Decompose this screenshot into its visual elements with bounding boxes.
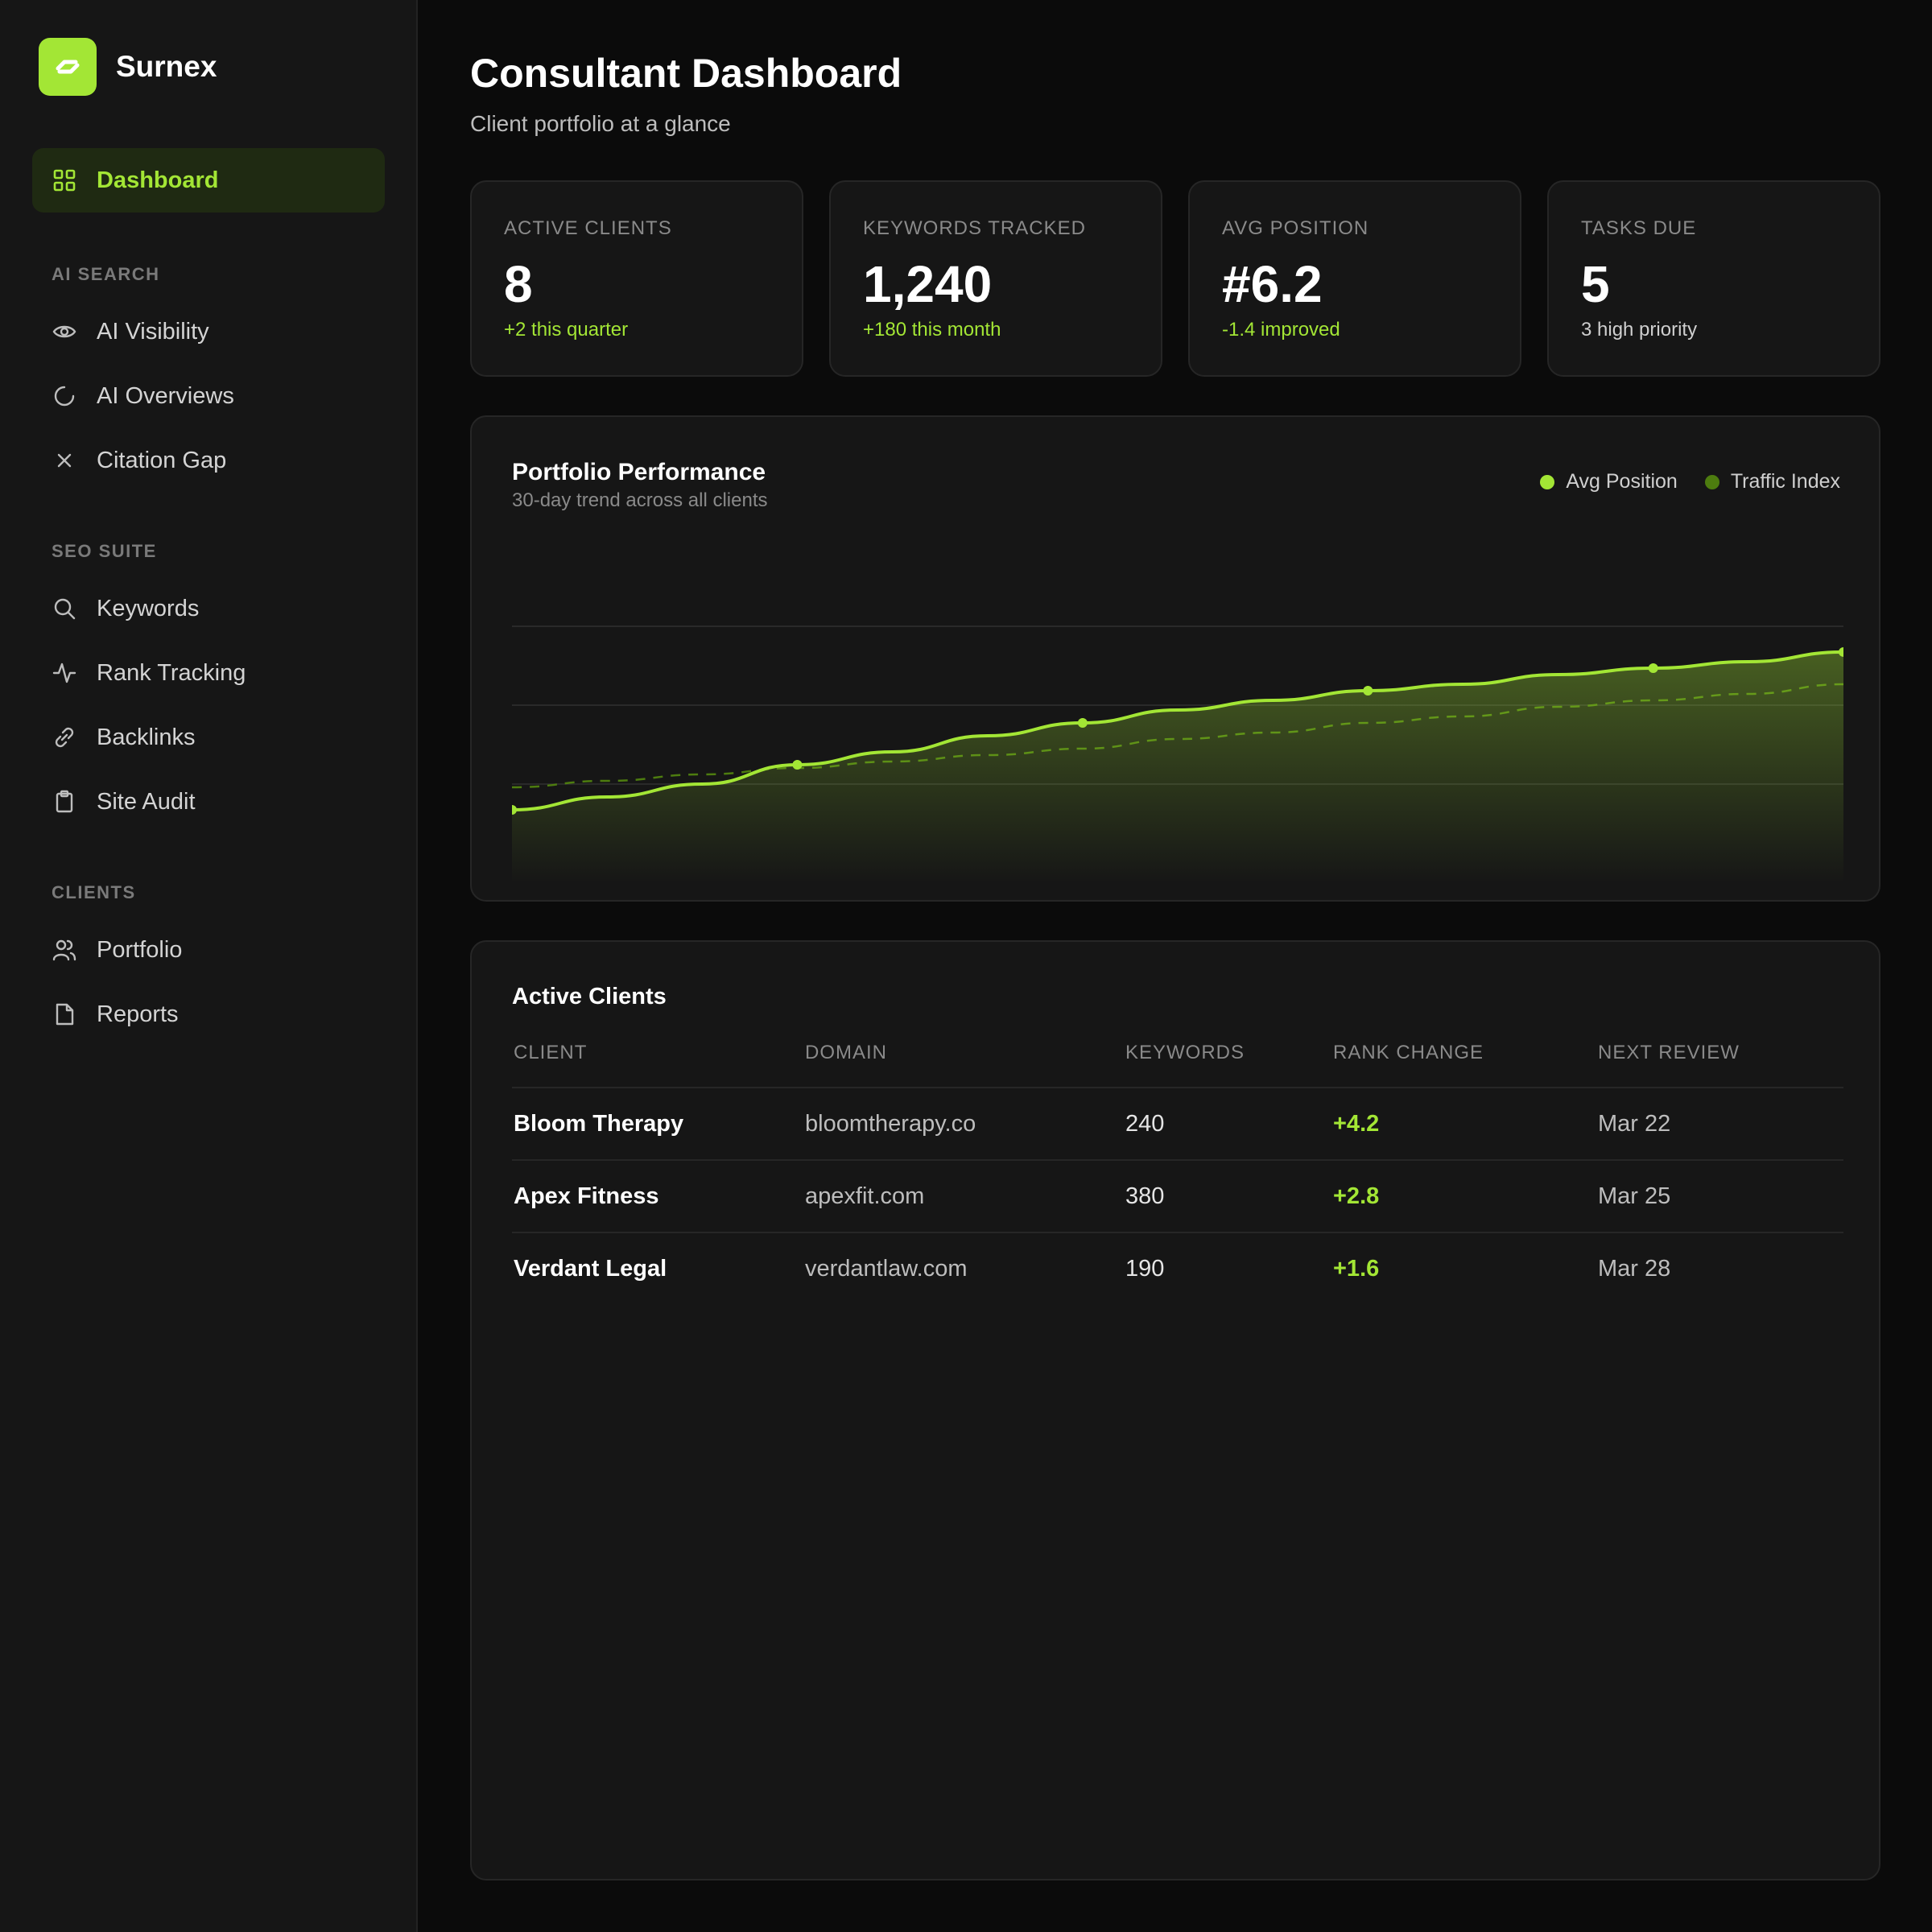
stat-note: 3 high priority <box>1581 319 1698 341</box>
table-row[interactable]: Apex Fitness apexfit.com 380 +2.8 Mar 25 <box>512 1159 1843 1232</box>
cell-keywords: 190 <box>1125 1256 1165 1282</box>
data-point[interactable] <box>1077 718 1088 728</box>
legend-dot <box>1540 474 1555 489</box>
stat-note: +180 this month <box>863 319 1001 341</box>
sidebar: Surnex Dashboard AI SEARCH AI Visibility… <box>0 0 418 1932</box>
stat-note: -1.4 improved <box>1222 319 1340 341</box>
series-area-avg-position <box>512 652 1843 884</box>
sidebar-item-portfolio[interactable]: Portfolio <box>52 931 182 969</box>
sidebar-item-label: Portfolio <box>97 936 183 963</box>
stat-card-active-clients[interactable]: ACTIVE CLIENTS 8 +2 this quarter <box>470 180 803 377</box>
table-row[interactable]: Bloom Therapy bloomtherapy.co 240 +4.2 M… <box>512 1087 1843 1159</box>
cell-client: Apex Fitness <box>514 1183 659 1209</box>
stat-value: #6.2 <box>1222 255 1323 313</box>
sidebar-item-label: Citation Gap <box>97 447 227 473</box>
sidebar-item-label: Keywords <box>97 595 200 621</box>
chart-title: Portfolio Performance <box>512 459 766 485</box>
cell-next-review: Mar 25 <box>1598 1183 1671 1209</box>
section-title-ai-search: AI SEARCH <box>52 264 160 284</box>
sidebar-item-label: AI Overviews <box>97 382 234 409</box>
cell-client: Bloom Therapy <box>514 1111 684 1137</box>
cell-client: Verdant Legal <box>514 1256 667 1282</box>
brand[interactable]: Surnex <box>39 38 217 96</box>
sidebar-item-ai-visibility[interactable]: AI Visibility <box>52 312 209 351</box>
legend-dot <box>1704 474 1719 489</box>
sidebar-item-citation-gap[interactable]: Citation Gap <box>52 441 226 480</box>
active-clients-card: Active Clients CLIENT DOMAIN KEYWORDS RA… <box>470 940 1880 1880</box>
cell-next-review: Mar 28 <box>1598 1256 1671 1282</box>
sidebar-item-label: AI Visibility <box>97 318 209 345</box>
portfolio-performance-card: Portfolio Performance 30-day trend acros… <box>470 415 1880 902</box>
cell-domain: apexfit.com <box>805 1183 925 1209</box>
stat-value: 8 <box>504 255 533 313</box>
sidebar-item-reports[interactable]: Reports <box>52 995 179 1034</box>
search-icon <box>52 596 77 621</box>
cell-domain: verdantlaw.com <box>805 1256 968 1282</box>
data-point[interactable] <box>512 805 517 815</box>
chart-subtitle: 30-day trend across all clients <box>512 489 768 511</box>
sidebar-item-label: Reports <box>97 1001 179 1027</box>
activity-icon <box>52 660 77 686</box>
file-icon <box>52 1001 77 1027</box>
users-icon <box>52 937 77 963</box>
cell-domain: bloomtherapy.co <box>805 1111 976 1137</box>
data-point[interactable] <box>1648 663 1658 673</box>
logo-icon <box>39 38 97 96</box>
grid-icon <box>52 167 77 193</box>
sidebar-item-label: Site Audit <box>97 788 196 815</box>
stat-label: ACTIVE CLIENTS <box>504 217 672 239</box>
legend-item-traffic-index[interactable]: Traffic Index <box>1704 470 1840 493</box>
cell-rank-change: +1.6 <box>1333 1256 1380 1282</box>
sidebar-item-ai-overviews[interactable]: AI Overviews <box>52 377 234 415</box>
stat-value: 5 <box>1581 255 1610 313</box>
sidebar-item-label: Backlinks <box>97 724 196 750</box>
column-header-rank-change[interactable]: RANK CHANGE <box>1333 1042 1484 1063</box>
stat-value: 1,240 <box>863 255 993 313</box>
cell-keywords: 380 <box>1125 1183 1165 1209</box>
stat-note: +2 this quarter <box>504 319 629 341</box>
legend-label: Traffic Index <box>1730 470 1840 493</box>
eye-icon <box>52 319 77 345</box>
table-row[interactable]: Verdant Legal verdantlaw.com 190 +1.6 Ma… <box>512 1232 1843 1304</box>
column-header-domain[interactable]: DOMAIN <box>805 1042 887 1063</box>
column-header-client[interactable]: CLIENT <box>514 1042 588 1063</box>
chart-legend: Avg Position Traffic Index <box>1513 470 1840 493</box>
clipboard-icon <box>52 789 77 815</box>
stat-card-avg-position[interactable]: AVG POSITION #6.2 -1.4 improved <box>1188 180 1521 377</box>
sidebar-item-label: Dashboard <box>97 167 219 193</box>
series-line-avg-position <box>512 650 1843 811</box>
page-subtitle: Client portfolio at a glance <box>470 111 731 136</box>
section-title-clients: CLIENTS <box>52 882 136 902</box>
stat-card-keywords-tracked[interactable]: KEYWORDS TRACKED 1,240 +180 this month <box>829 180 1162 377</box>
table-title: Active Clients <box>512 984 667 1009</box>
sidebar-item-keywords[interactable]: Keywords <box>52 589 199 628</box>
column-header-next-review[interactable]: NEXT REVIEW <box>1598 1042 1740 1063</box>
performance-chart <box>512 625 1843 884</box>
stat-label: KEYWORDS TRACKED <box>863 217 1086 239</box>
link-icon <box>52 724 77 750</box>
app-name: Surnex <box>116 50 217 83</box>
legend-label: Avg Position <box>1566 470 1678 493</box>
page-title: Consultant Dashboard <box>470 51 902 96</box>
sidebar-item-rank-tracking[interactable]: Rank Tracking <box>52 654 246 692</box>
stat-card-tasks-due[interactable]: TASKS DUE 5 3 high priority <box>1547 180 1880 377</box>
sidebar-item-backlinks[interactable]: Backlinks <box>52 718 196 757</box>
sidebar-item-dashboard[interactable]: Dashboard <box>32 148 385 213</box>
legend-item-avg-position[interactable]: Avg Position <box>1540 470 1678 493</box>
stat-label: TASKS DUE <box>1581 217 1697 239</box>
cell-keywords: 240 <box>1125 1111 1165 1137</box>
column-header-keywords[interactable]: KEYWORDS <box>1125 1042 1245 1063</box>
cell-rank-change: +2.8 <box>1333 1183 1380 1209</box>
data-point[interactable] <box>1839 647 1843 657</box>
loader-icon <box>52 383 77 409</box>
close-icon <box>52 448 77 473</box>
stat-label: AVG POSITION <box>1222 217 1369 239</box>
data-point[interactable] <box>1363 686 1373 696</box>
cell-rank-change: +4.2 <box>1333 1111 1380 1137</box>
section-title-seo-suite: SEO SUITE <box>52 541 157 561</box>
sidebar-item-site-audit[interactable]: Site Audit <box>52 782 196 821</box>
sidebar-item-label: Rank Tracking <box>97 659 246 686</box>
data-point[interactable] <box>792 760 803 770</box>
cell-next-review: Mar 22 <box>1598 1111 1671 1137</box>
